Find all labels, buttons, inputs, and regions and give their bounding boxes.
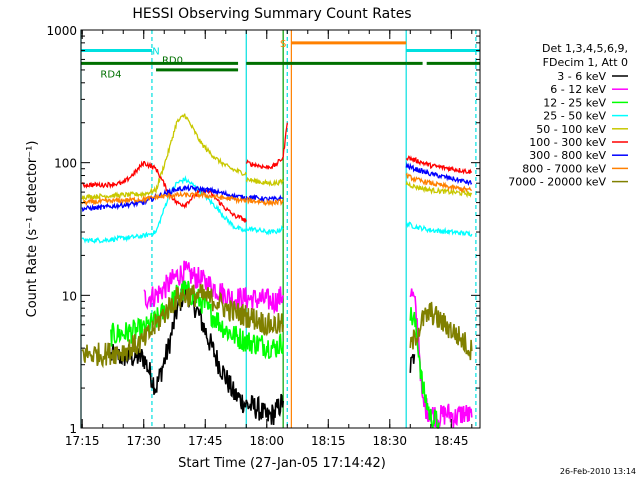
x-tick-label: 18:00: [249, 434, 284, 448]
series-line-25-50-kev-1: [245, 225, 284, 236]
series-line-800-7000-kev-0: [81, 190, 247, 207]
series-50-100-kev: [81, 113, 473, 201]
series-line-100-300-kev-0: [82, 160, 247, 223]
series-800-7000-kev: [81, 172, 472, 207]
x-tick-label: 18:15: [311, 434, 346, 448]
legend-label-3-6-kev: 3 - 6 keV: [557, 70, 606, 83]
series-line-7000-20000-kev-1: [409, 301, 473, 361]
series-line-6-12-kev-0: [143, 260, 284, 315]
annotation-n: N: [152, 47, 159, 58]
y-tick-label: 1: [69, 422, 77, 436]
y-axis-label: Count Rate (s⁻¹ detector⁻¹): [25, 141, 40, 318]
y-tick-label: 10: [62, 289, 77, 303]
series-line-12-25-kev-1: [409, 307, 440, 429]
plot-area: N RD4 RD0 S: [80, 30, 480, 429]
series-line-100-300-kev-2: [405, 155, 472, 175]
x-axis-label: Start Time (27-Jan-05 17:14:42): [178, 456, 386, 471]
series-line-300-800-kev-1: [245, 193, 284, 203]
series-line-300-800-kev-2: [405, 162, 473, 186]
x-tick-label: 18:45: [434, 434, 469, 448]
legend-label-800-7000-kev: 800 - 7000 keV: [522, 162, 606, 175]
series-line-3-6-kev-1: [409, 353, 416, 373]
series-7000-20000-kev: [81, 283, 473, 369]
series-line-800-7000-kev-2: [405, 172, 472, 193]
plot-frame: [80, 29, 481, 429]
y-tick-label: 100: [54, 157, 77, 171]
annotation-rd0: RD0: [162, 55, 183, 66]
series-line-25-50-kev-0: [81, 175, 247, 244]
series-line-25-50-kev-2: [405, 221, 473, 237]
x-tick-label: 17:45: [188, 434, 223, 448]
annotation-s: S: [280, 39, 286, 50]
legend-header-line: FDecim 1, Att 0: [543, 56, 628, 69]
series-line-100-300-kev-1: [245, 122, 288, 170]
y-tick-label: 1000: [46, 24, 77, 38]
x-tick-label: 17:30: [126, 434, 161, 448]
x-tick-label: 17:15: [65, 434, 100, 448]
legend-label-25-50-kev: 25 - 50 keV: [543, 110, 606, 123]
x-tick-label: 18:30: [372, 434, 407, 448]
series-line-50-100-kev-1: [245, 176, 284, 187]
series-line-7000-20000-kev-0: [81, 283, 284, 369]
series-25-50-kev: [81, 175, 473, 244]
series-line-50-100-kev-2: [405, 180, 473, 199]
legend-label-300-800-kev: 300 - 800 keV: [529, 149, 606, 162]
series-line-6-12-kev-1: [409, 288, 473, 429]
series-line-800-7000-kev-1: [246, 196, 284, 207]
series-line-300-800-kev-0: [81, 183, 247, 213]
series-line-50-100-kev-0: [81, 113, 247, 201]
legend-label-100-300-kev: 100 - 300 keV: [529, 136, 606, 149]
footer-timestamp: 26-Feb-2010 13:14: [560, 467, 636, 476]
legend-label-50-100-kev: 50 - 100 keV: [536, 123, 606, 136]
legend-label-7000-20000-kev: 7000 - 20000 keV: [508, 176, 606, 189]
legend-header-line: Det 1,3,4,5,6,9,: [542, 42, 628, 55]
annotation-rd4: RD4: [100, 70, 121, 81]
series-100-300-kev: [82, 122, 472, 223]
chart-title: HESSI Observing Summary Count Rates: [132, 6, 411, 22]
series-300-800-kev: [81, 162, 473, 213]
legend-label-12-25-kev: 12 - 25 keV: [543, 96, 606, 109]
axes: 17:15 17:30 17:45 18:00 18:15 18:30 18:45 1 10 10…: [46, 24, 480, 448]
series-6-12-kev: [143, 260, 473, 429]
legend: Det 1,3,4,5,6,9,FDecim 1, Att 03 - 6 keV…: [508, 42, 628, 189]
legend-label-6-12-kev: 6 - 12 keV: [550, 83, 606, 96]
